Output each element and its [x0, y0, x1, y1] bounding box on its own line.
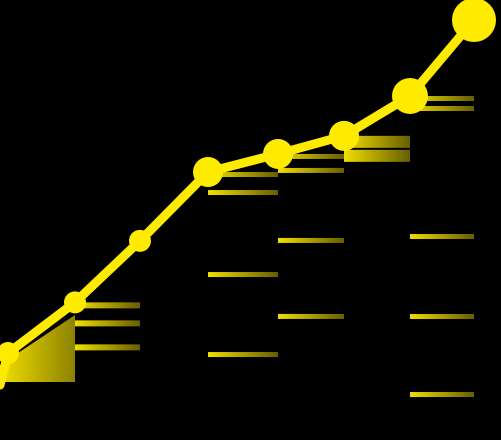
- rung-1-2: [75, 320, 140, 327]
- trend-dot-8: [452, 0, 496, 42]
- rung-1-1: [75, 302, 140, 309]
- rung-2-1: [208, 172, 278, 178]
- trend-dots: [0, 0, 496, 365]
- trend-dot-5: [263, 138, 293, 169]
- rung-4-2: [344, 149, 410, 162]
- rung-2-4: [208, 352, 278, 358]
- rung-5-3: [410, 234, 474, 240]
- left-wedge-shape: [0, 315, 75, 382]
- trend-dot-1: [0, 342, 19, 365]
- trend-dot-3: [129, 229, 151, 252]
- rung-4-1: [344, 135, 410, 148]
- rung-5-4: [410, 314, 474, 320]
- trend-dot-2: [64, 291, 86, 314]
- rung-2-2: [208, 190, 278, 196]
- rung-3-1: [278, 153, 344, 159]
- trend-dot-6: [329, 120, 359, 151]
- rung-3-4: [278, 313, 344, 319]
- trend-dot-4: [193, 157, 223, 188]
- rung-5-1: [410, 96, 474, 102]
- rung-3-3: [278, 237, 344, 243]
- rung-1-3: [75, 344, 140, 351]
- rung-5-2: [410, 106, 474, 112]
- rung-5-5: [410, 392, 474, 398]
- rung-2-3: [208, 272, 278, 278]
- ladder-rungs: [75, 96, 474, 398]
- rung-3-2: [278, 167, 344, 173]
- dashed-drops: [5, 20, 477, 440]
- trend-dot-7: [392, 78, 428, 115]
